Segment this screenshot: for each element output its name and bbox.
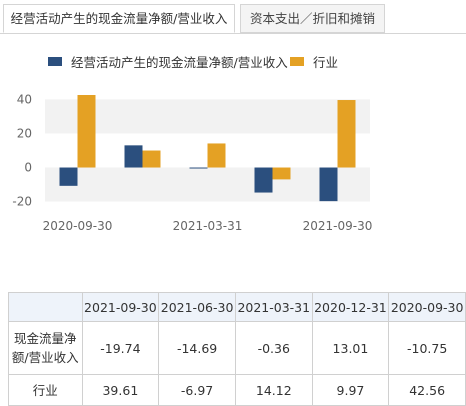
bar-series1 — [319, 167, 338, 202]
tab-capex-to-depreciation[interactable]: 资本支出／折旧和摊销 — [240, 4, 385, 33]
table-cell: -14.69 — [158, 321, 236, 375]
bar-series2 — [77, 95, 96, 168]
bar-series1 — [124, 145, 143, 168]
data-table: 2021-09-30 2021-06-30 2021-03-31 2020-12… — [8, 292, 466, 406]
legend-swatch-series1 — [48, 57, 62, 66]
grid-band — [45, 99, 370, 134]
tab-divider — [0, 33, 466, 34]
x-tick-label: 2020-09-30 — [43, 219, 113, 233]
bar-series2 — [337, 100, 356, 168]
table-cell: -19.74 — [81, 321, 160, 375]
legend-label-series1: 经营活动产生的现金流量净额/营业收入 — [71, 55, 288, 70]
table-row-label: 现金流量净额/营业收入 — [8, 321, 83, 375]
y-tick-label: -20 — [12, 195, 32, 209]
table-cell: -10.75 — [388, 321, 466, 375]
y-tick-label: 0 — [24, 161, 32, 175]
legend-item-series1[interactable]: 经营活动产生的现金流量净额/营业收入 — [48, 52, 288, 71]
table-header-cell: 2021-09-30 — [81, 292, 160, 322]
table-cell: -0.36 — [234, 321, 313, 375]
table-header-cell: 2020-09-30 — [388, 292, 466, 322]
y-tick-label: 40 — [17, 92, 32, 106]
table-header-cell: 2021-06-30 — [158, 292, 236, 322]
table-header-cell: 2021-03-31 — [234, 292, 313, 322]
bar-series2 — [272, 167, 291, 180]
table-row: 现金流量净额/营业收入 -19.74 -14.69 -0.36 13.01 -1… — [8, 321, 466, 375]
tab-ocf-to-revenue[interactable]: 经营活动产生的现金流量净额/营业收入 — [3, 4, 235, 33]
bar-series1 — [189, 167, 208, 169]
bar-series2 — [142, 150, 161, 168]
table-header-row: 2021-09-30 2021-06-30 2021-03-31 2020-12… — [8, 292, 466, 322]
legend-swatch-series2 — [290, 57, 304, 66]
y-tick-label: 20 — [17, 126, 32, 140]
bar-chart: 40 20 0 -20 2020-09-30 2021-03-31 2021-09-30 — [12, 92, 373, 233]
table-corner-cell — [8, 292, 83, 322]
x-tick-label: 2021-03-31 — [173, 219, 243, 233]
tab-bar: 经营活动产生的现金流量净额/营业收入 资本支出／折旧和摊销 — [0, 0, 466, 34]
table-cell: 13.01 — [311, 321, 390, 375]
chart-legend: 经营活动产生的现金流量净额/营业收入 行业 — [0, 52, 466, 70]
bar-series1 — [254, 167, 273, 193]
bar-series2 — [207, 143, 226, 168]
legend-item-series2[interactable]: 行业 — [290, 52, 338, 71]
x-tick-label: 2021-09-30 — [303, 219, 373, 233]
table-header-cell: 2020-12-31 — [311, 292, 390, 322]
legend-label-series2: 行业 — [313, 55, 339, 70]
bar-series1 — [59, 167, 78, 186]
grid-band — [45, 167, 370, 202]
